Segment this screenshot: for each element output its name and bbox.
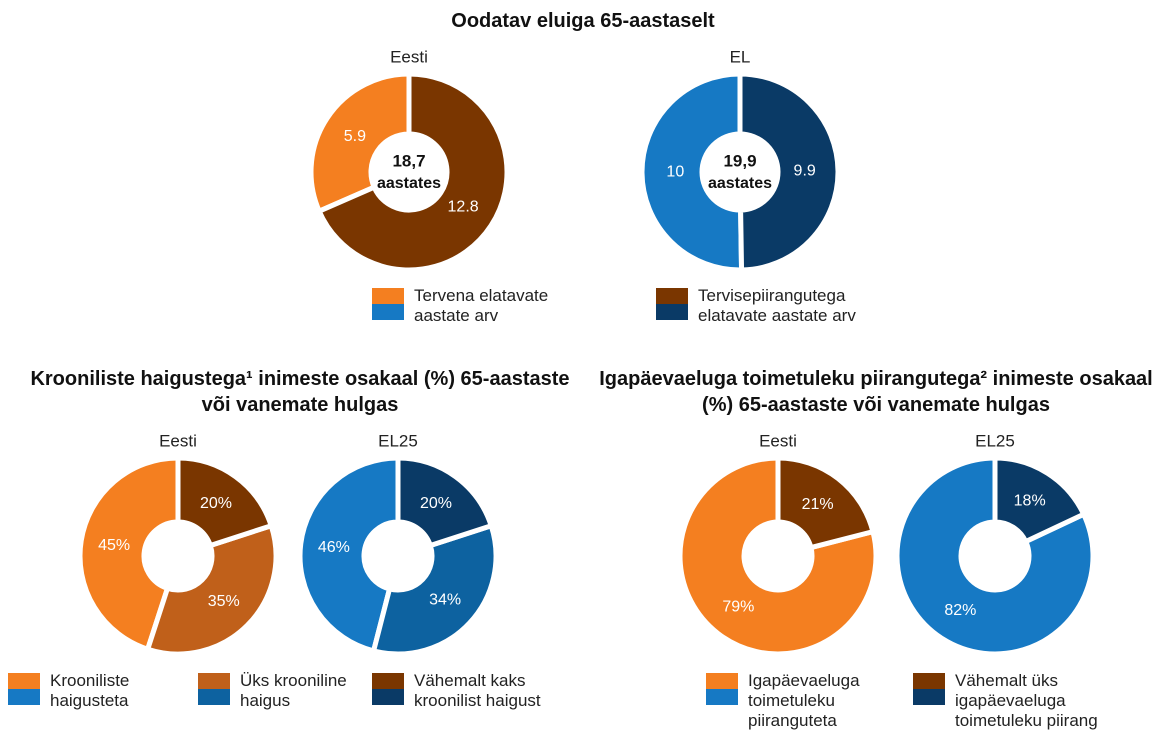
legend-swatch: [656, 304, 688, 320]
value-label: 20%: [420, 495, 452, 512]
total-unit: aastates: [377, 175, 441, 192]
legend-label: Tervena elatavate aastate arv: [414, 286, 549, 325]
legend-swatch: [372, 673, 404, 689]
legend-swatch: [8, 673, 40, 689]
legend-label: Vähemalt kaks kroonilist haigust: [414, 671, 541, 710]
legend-swatch: [198, 673, 230, 689]
donut-segment: [144, 522, 279, 657]
donut-hole: [702, 134, 778, 210]
legend-swatch: [913, 673, 945, 689]
value-label: 82%: [944, 602, 976, 619]
legend-swatch: [372, 288, 404, 304]
donut-segment: [77, 455, 181, 653]
value-label: 21%: [802, 496, 834, 513]
legend-swatch: [372, 689, 404, 705]
pie-name: Eesti: [159, 431, 197, 450]
donut-hole: [371, 134, 447, 210]
total-label: 19,9: [723, 151, 756, 170]
donut-segment: [775, 455, 876, 551]
legend-swatch: [372, 304, 404, 320]
legend-label: Üks krooniline haigus: [240, 671, 347, 710]
legend-swatch: [913, 689, 945, 705]
legend-swatch: [198, 689, 230, 705]
donut-segment: [175, 455, 275, 549]
donut-segment: [894, 455, 1096, 657]
chart-title: Oodatav eluiga 65-aastaselt: [451, 10, 715, 32]
total-unit: aastates: [708, 175, 772, 192]
legend-label: Vähemalt üks igapäevaeluga toimetuleku p…: [955, 671, 1098, 730]
value-label: 9.9: [794, 163, 816, 180]
donut-segment: [297, 455, 401, 654]
chart-title: Krooniliste haigustega¹ inimeste osakaal…: [30, 368, 570, 416]
value-label: 79%: [722, 598, 754, 615]
value-label: 5.9: [344, 128, 366, 145]
legend-swatch: [656, 288, 688, 304]
donut-segment: [677, 455, 879, 657]
donut-segment: [370, 522, 499, 657]
value-label: 45%: [98, 537, 130, 554]
value-label: 20%: [200, 495, 232, 512]
legend-label: Igapäevaeluga toimetuleku piiranguteta: [748, 671, 860, 730]
value-label: 10: [666, 164, 684, 181]
legend-label: Krooniliste haigusteta: [50, 671, 130, 710]
donut-segment: [315, 71, 510, 273]
pie-name: EL25: [378, 431, 418, 450]
value-label: 46%: [318, 539, 350, 556]
legend-swatch: [706, 689, 738, 705]
legend-swatch: [706, 673, 738, 689]
value-label: 34%: [429, 591, 461, 608]
pie-name: EL: [730, 47, 751, 66]
legend-swatch: [8, 689, 40, 705]
donut-segment: [992, 455, 1087, 545]
value-label: 18%: [1014, 493, 1046, 510]
chart-title: Igapäevaeluga toimetuleku piirangutega² …: [599, 368, 1153, 416]
value-label: 35%: [208, 593, 240, 610]
pie-name: Eesti: [759, 431, 797, 450]
pie-name: Eesti: [390, 47, 428, 66]
pie-name: EL25: [975, 431, 1015, 450]
legend-label: Tervisepiirangutega elatavate aastate ar…: [698, 286, 856, 325]
total-label: 18,7: [392, 151, 425, 170]
value-label: 12.8: [448, 199, 479, 216]
donut-segment: [395, 455, 495, 549]
